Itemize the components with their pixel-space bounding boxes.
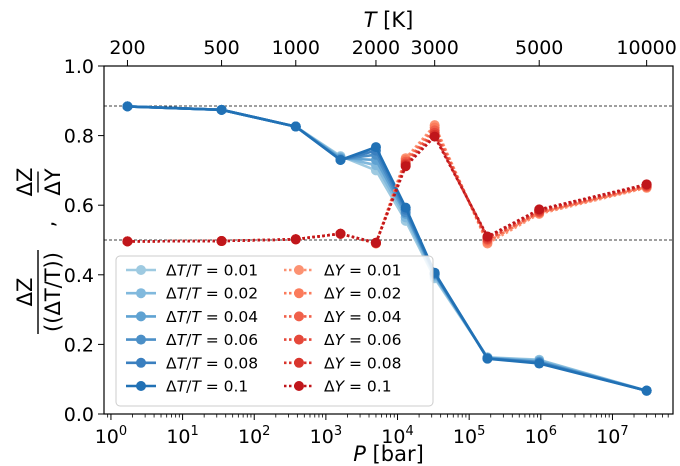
x-tick-label: 102	[238, 424, 270, 448]
legend-entry: ΔT/T = 0.06	[126, 331, 258, 349]
fraction-numerator: ΔZ	[13, 278, 37, 307]
data-point	[641, 385, 652, 396]
legend-label: ΔT/T = 0.04	[166, 308, 258, 326]
x-tick-label: 107	[596, 424, 628, 448]
legend-entry: ΔT/T = 0.08	[126, 354, 258, 372]
top-tick-label: 200	[109, 37, 145, 59]
y-axis-title-group: ΔZ ((ΔT/T)),ΔZ ΔY	[13, 168, 65, 334]
legend-swatch-marker	[294, 334, 304, 345]
legend-label: ΔT/T = 0.01	[166, 262, 258, 280]
data-point	[400, 161, 411, 172]
data-point	[216, 104, 227, 115]
y-label-comma: ,	[35, 221, 59, 228]
legend-swatch-marker	[136, 334, 146, 345]
x-axis-title: P [bar]	[353, 442, 424, 466]
y-tick-label: 0.6	[64, 195, 94, 217]
top-tick-label: 10000	[616, 37, 676, 59]
legend-swatch-marker	[294, 311, 304, 322]
data-point	[122, 101, 133, 112]
top-tick-label: 1000	[272, 37, 320, 59]
legend: ΔT/T = 0.01 ΔT/T = 0.02 ΔT/T = 0.04 ΔT/T = …	[115, 255, 434, 407]
data-point	[370, 142, 381, 153]
legend-entry: ΔY = 0.1	[284, 378, 392, 396]
legend-label: ΔY = 0.01	[324, 262, 401, 280]
data-point	[290, 121, 301, 132]
data-point	[370, 237, 381, 248]
fraction-denominator: ΔY	[41, 168, 65, 195]
top-tick-label: 5000	[515, 37, 563, 59]
legend-label: ΔT/T = 0.08	[166, 354, 258, 372]
top-axis-title: T [K]	[364, 8, 414, 32]
series--Y-0.1	[122, 131, 652, 248]
data-point	[216, 236, 227, 247]
data-point	[534, 358, 545, 369]
series-layer	[122, 101, 652, 396]
legend-entry: ΔT/T = 0.01	[126, 262, 258, 280]
x-tick-label: 106	[525, 424, 557, 448]
data-point	[429, 131, 440, 142]
legend-entry: ΔY = 0.01	[284, 262, 401, 280]
plot-frame	[103, 65, 674, 415]
fraction-numerator: ΔZ	[13, 168, 37, 197]
legend-swatch-marker	[136, 265, 146, 275]
legend-entry: ΔT/T = 0.04	[126, 308, 258, 326]
x-tick-label: 105	[453, 424, 485, 448]
data-point	[482, 353, 493, 364]
legend-swatch-marker	[294, 288, 304, 299]
y-label-fraction-left: ΔZ ((ΔT/T))	[13, 250, 65, 334]
legend-label: ΔT/T = 0.1	[166, 378, 248, 396]
axes: 100 101 102 103 104 105 106 107 200 500 1000 2000 30…	[64, 37, 677, 448]
x-tick-label: 103	[310, 424, 342, 448]
legend-entry: ΔY = 0.08	[284, 354, 401, 372]
legend-label: ΔY = 0.04	[324, 308, 401, 326]
y-tick-label: 0.4	[64, 265, 94, 287]
legend-label: ΔT/T = 0.02	[166, 285, 258, 303]
data-point	[335, 154, 346, 165]
legend-swatch-marker	[294, 265, 304, 275]
y-label-fraction-right: ΔZ ΔY	[13, 168, 65, 197]
legend-label: ΔY = 0.08	[324, 354, 401, 372]
legend-entry: ΔY = 0.02	[284, 285, 401, 303]
x-tick-label: 101	[166, 424, 198, 448]
series-line	[127, 135, 647, 245]
y-tick-label: 0.0	[64, 404, 94, 426]
top-tick-label: 500	[203, 37, 239, 59]
x-tick-label: 104	[381, 424, 413, 448]
top-tick-label: 3000	[410, 37, 458, 59]
top-tick-label: 2000	[352, 37, 400, 59]
legend-entry: ΔY = 0.06	[284, 331, 401, 349]
legend-label: ΔY = 0.02	[324, 285, 401, 303]
x-tick-label: 100	[95, 424, 127, 448]
data-point	[400, 202, 411, 213]
legend-swatch-marker	[136, 288, 146, 299]
data-point	[534, 204, 545, 215]
data-point	[290, 234, 301, 245]
legend-box	[115, 255, 434, 407]
data-point	[482, 231, 493, 242]
legend-swatch-marker	[136, 381, 146, 391]
legend-swatch-marker	[294, 381, 304, 391]
y-axis-title: ΔZ ((ΔT/T)),ΔZ ΔY	[13, 168, 65, 334]
legend-swatch-marker	[136, 311, 146, 322]
legend-swatch-marker	[294, 357, 304, 368]
legend-entry: ΔT/T = 0.02	[126, 285, 258, 303]
y-tick-label: 0.2	[64, 334, 94, 356]
fraction-denominator: ((ΔT/T))	[41, 252, 65, 332]
y-tick-label: 1.0	[64, 56, 94, 78]
data-point	[335, 228, 346, 239]
legend-entry: ΔT/T = 0.1	[126, 378, 248, 396]
legend-label: ΔY = 0.1	[324, 378, 392, 396]
legend-label: ΔT/T = 0.06	[166, 331, 258, 349]
data-point	[641, 179, 652, 190]
data-point	[122, 236, 133, 247]
legend-swatch-marker	[136, 357, 146, 368]
legend-label: ΔY = 0.06	[324, 331, 401, 349]
y-tick-label: 0.8	[64, 126, 94, 148]
legend-entry: ΔY = 0.04	[284, 308, 401, 326]
series-line	[127, 105, 647, 392]
